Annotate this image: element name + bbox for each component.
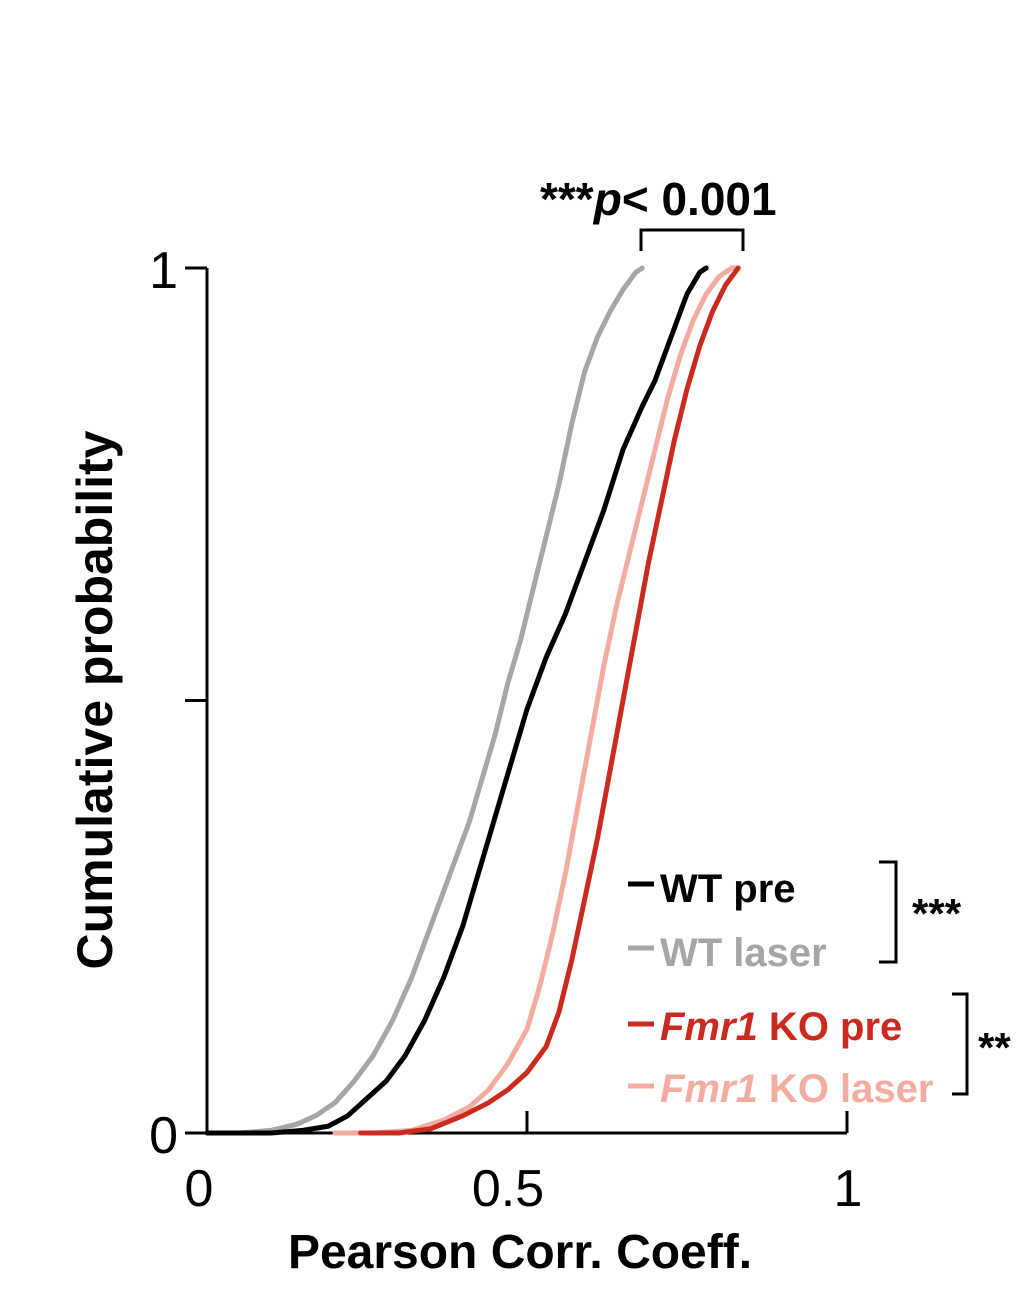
series-line-wt-pre [204,265,709,1136]
wt-bracket [879,860,898,964]
top-p-value: < 0.001 [622,173,777,225]
legend-item-wt-pre: WT pre [628,867,796,911]
x-tick-label-1: 1 [834,1160,863,1218]
top-p: p [592,173,622,225]
x-tick-label-0: 0 [185,1160,214,1218]
top-bracket [639,228,745,251]
wt-bracket-stars: *** [912,890,962,937]
legend-label-fmr1-ko-pre: Fmr1 KO pre [660,1005,902,1049]
legend: WT pre WT laser Fmr1 KO pre Fmr1 KO lase… [628,867,933,1111]
legend-item-wt-laser: WT laser [628,931,827,975]
legend-label-wt-laser: WT laser [660,931,827,975]
x-ticks [205,1111,849,1133]
top-stars: *** [540,173,594,225]
series-layer [204,265,741,1136]
legend-label-fmr1-ko-laser: Fmr1 KO laser [660,1067,933,1111]
top-significance-label: ***p< 0.001 [540,173,777,225]
series-line-fmr1-ko-pre [358,265,741,1136]
ko-bracket [952,992,969,1096]
ko-bracket-stars: ** [978,1024,1011,1071]
x-tick-label-0.5: 0.5 [472,1160,544,1218]
series-line-fmr1-ko-laser [332,265,741,1136]
legend-item-fmr1-ko-pre: Fmr1 KO pre [628,1005,902,1049]
y-tick-label-1: 1 [149,242,178,300]
legend-label-wt-pre: WT pre [660,867,796,911]
legend-item-fmr1-ko-laser: Fmr1 KO laser [628,1067,933,1111]
y-axis-title: Cumulative probability [67,430,123,969]
x-axis-title: Pearson Corr. Coeff. [288,1226,752,1279]
y-ticks [185,266,207,1135]
y-tick-label-0: 0 [149,1107,178,1165]
series-line-wt-laser [204,265,645,1136]
